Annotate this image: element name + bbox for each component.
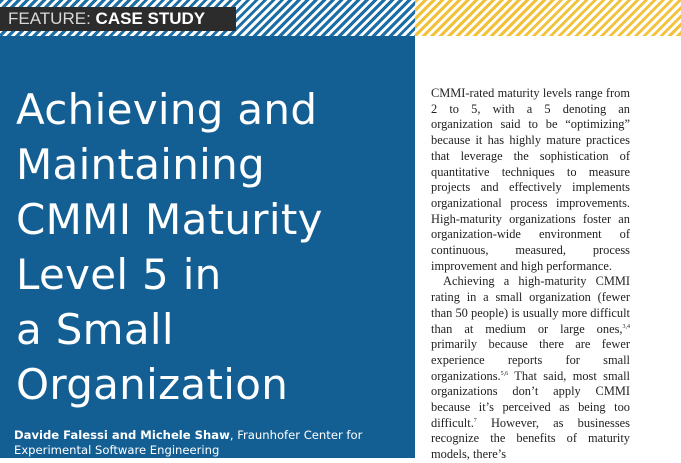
title-line: Level 5 in	[16, 250, 222, 299]
title-panel: Achieving and Maintaining CMMI Maturity …	[0, 36, 415, 458]
title-line: CMMI Maturity	[16, 195, 323, 244]
body-paragraph: Achieving a high-maturity CMMI rating in…	[431, 274, 630, 462]
body-text-column: CMMI-rated maturity levels range from 2 …	[431, 86, 630, 463]
authors: Davide Falessi and Michele Shaw	[14, 428, 230, 442]
byline: Davide Falessi and Michele Shaw, Fraunho…	[14, 428, 409, 458]
body-paragraph: CMMI-rated maturity levels range from 2 …	[431, 86, 630, 273]
article-title: Achieving and Maintaining CMMI Maturity …	[16, 82, 323, 412]
citation-ref: 3,4	[622, 323, 631, 330]
body-text: That said, most small organizations don’…	[431, 368, 630, 430]
body-text: Achieving a high-maturity CMMI rating in…	[431, 274, 630, 336]
citation-ref: 5,6	[500, 370, 509, 377]
header-stripe-right	[415, 0, 681, 36]
feature-section: CASE STUDY	[95, 9, 206, 28]
title-line: a Small	[16, 305, 174, 354]
title-line: Achieving and	[16, 85, 318, 134]
affiliation: , Fraunhofer Center for Experimental Sof…	[14, 428, 363, 457]
title-line: Maintaining	[16, 140, 266, 189]
feature-kicker: FEATURE:	[8, 9, 91, 28]
citation-ref: 7	[473, 417, 477, 424]
body-text: primarily because there are fewer experi…	[431, 337, 630, 383]
title-line: Organization	[16, 360, 289, 409]
feature-label: FEATURE: CASE STUDY	[0, 7, 236, 31]
